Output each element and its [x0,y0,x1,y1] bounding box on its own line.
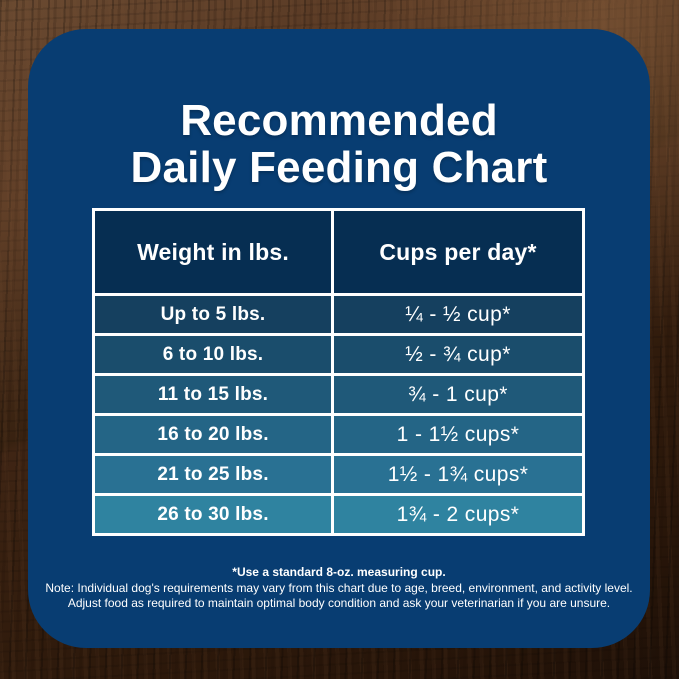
footnote-note: Note: Individual dog's requirements may … [45,580,633,595]
page-title-line2: Daily Feeding Chart [130,143,548,192]
page-title: Recommended Daily Feeding Chart [28,97,650,191]
table-row-cups: 1¾ - 2 cups* [334,496,582,533]
table-row-cups: ¼ - ½ cup* [334,296,582,333]
column-header-weight: Weight in lbs. [95,211,331,293]
footnote-adjust: Adjust food as required to maintain opti… [67,596,611,610]
footnotes: *Use a standard 8-oz. measuring cup. Not… [28,565,650,612]
table-row-cups: ¾ - 1 cup* [334,376,582,413]
table-row-weight: 6 to 10 lbs. [95,336,331,373]
table-row-weight: 11 to 15 lbs. [95,376,331,413]
footnote-measuring-cup: *Use a standard 8-oz. measuring cup. [232,565,446,579]
table-row-cups: ½ - ¾ cup* [334,336,582,373]
column-header-cups: Cups per day* [334,211,582,293]
table-row-cups: 1½ - 1¾ cups* [334,456,582,493]
table-row-weight: 16 to 20 lbs. [95,416,331,453]
table-row-weight: 26 to 30 lbs. [95,496,331,533]
table-row-weight: 21 to 25 lbs. [95,456,331,493]
feeding-chart-card: Recommended Daily Feeding Chart Weight i… [28,29,650,648]
feeding-table: Weight in lbs. Cups per day* Up to 5 lbs… [92,208,585,536]
table-row-weight: Up to 5 lbs. [95,296,331,333]
table-row-cups: 1 - 1½ cups* [334,416,582,453]
page-title-line1: Recommended [180,96,498,145]
